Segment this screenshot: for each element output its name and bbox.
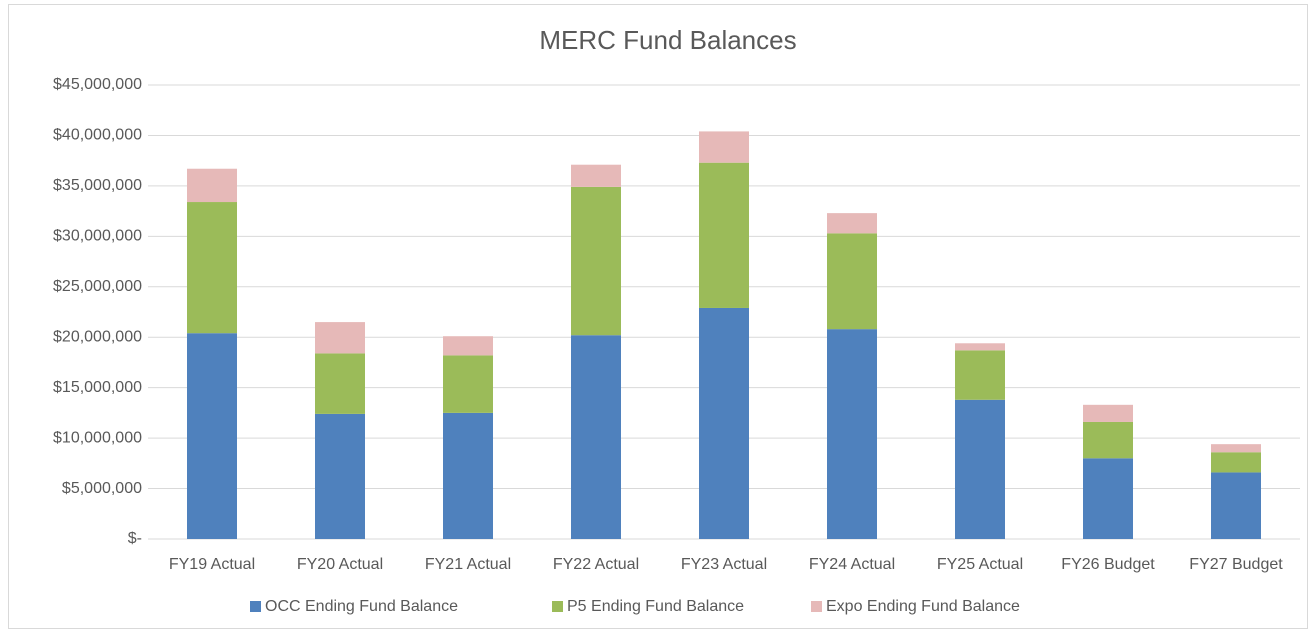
x-tick-label: FY27 Budget — [1189, 556, 1283, 573]
bar-segment — [955, 343, 1005, 351]
x-tick-label: FY22 Actual — [553, 556, 639, 573]
bar-segment — [571, 186, 621, 336]
bar-segment — [315, 353, 365, 414]
bar-segment — [443, 336, 493, 356]
bar-segment — [443, 355, 493, 413]
bar-segment — [315, 413, 365, 539]
x-tick-label: FY20 Actual — [297, 556, 383, 573]
y-tick-label: $30,000,000 — [53, 228, 142, 245]
bar-segment — [187, 333, 237, 539]
x-tick-label: FY23 Actual — [681, 556, 767, 573]
bar-segment — [827, 329, 877, 539]
y-tick-label: $5,000,000 — [62, 480, 142, 497]
y-tick-label: $20,000,000 — [53, 328, 142, 345]
bar-segment — [443, 412, 493, 539]
bar-segment — [187, 168, 237, 203]
y-tick-label: $- — [128, 530, 142, 547]
bar-segment — [315, 322, 365, 354]
bar-segment — [1211, 472, 1261, 539]
legend-label: P5 Ending Fund Balance — [567, 598, 744, 615]
bar-segment — [1083, 458, 1133, 539]
bar-segment — [187, 202, 237, 334]
bar-segment — [699, 307, 749, 539]
bar-segment — [1083, 404, 1133, 422]
x-tick-label: FY26 Budget — [1061, 556, 1155, 573]
legend-swatch — [250, 601, 261, 612]
y-tick-label: $40,000,000 — [53, 127, 142, 144]
bar-segment — [827, 213, 877, 234]
chart-title: MERC Fund Balances — [539, 25, 796, 55]
legend-swatch — [811, 601, 822, 612]
y-tick-label: $45,000,000 — [53, 76, 142, 93]
legend-label: Expo Ending Fund Balance — [826, 598, 1020, 615]
x-tick-label: FY19 Actual — [169, 556, 255, 573]
bar-segment — [1211, 444, 1261, 453]
y-tick-label: $35,000,000 — [53, 177, 142, 194]
legend-label: OCC Ending Fund Balance — [265, 598, 458, 615]
x-tick-label: FY21 Actual — [425, 556, 511, 573]
x-tick-label: FY24 Actual — [809, 556, 895, 573]
y-tick-label: $25,000,000 — [53, 278, 142, 295]
bar-segment — [1083, 421, 1133, 459]
bar-segment — [955, 399, 1005, 539]
bar-segment — [1211, 452, 1261, 473]
legend-swatch — [552, 601, 563, 612]
bar-segment — [699, 162, 749, 308]
bar-segment — [955, 350, 1005, 400]
y-tick-label: $15,000,000 — [53, 379, 142, 396]
bar-segment — [571, 164, 621, 187]
y-tick-label: $10,000,000 — [53, 429, 142, 446]
bar-segment — [571, 335, 621, 539]
x-tick-label: FY25 Actual — [937, 556, 1023, 573]
bar-segment — [699, 131, 749, 163]
bar-segment — [827, 233, 877, 330]
